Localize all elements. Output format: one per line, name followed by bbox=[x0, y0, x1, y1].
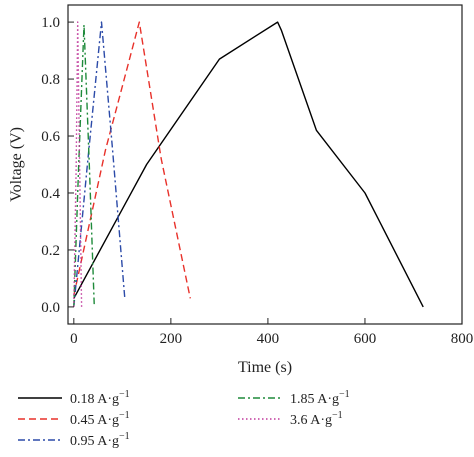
series-line-3 bbox=[73, 24, 95, 307]
x-tick-label: 200 bbox=[160, 331, 183, 347]
series-line-0 bbox=[73, 21, 424, 308]
series-line-4 bbox=[73, 21, 83, 307]
plot-frame bbox=[67, 4, 463, 325]
legend-label-1: 0.45 A·g−1 bbox=[70, 410, 130, 428]
series-line-2 bbox=[73, 21, 126, 307]
y-tick-label: 0.2 bbox=[41, 243, 60, 259]
plot-area bbox=[67, 4, 463, 325]
y-tick-label: 1.0 bbox=[41, 15, 60, 31]
legend: 0.18 A·g−1 1.85 A·g−1 0.45 A·g−1 3.6 A·g−1 0… bbox=[18, 389, 350, 449]
y-axis: 0.0 0.2 0.4 0.6 0.8 1.0 bbox=[41, 15, 74, 316]
y-axis-title: Voltage (V) bbox=[8, 127, 25, 202]
y-tick-label: 0.0 bbox=[41, 300, 60, 316]
legend-label-3: 1.85 A·g−1 bbox=[290, 389, 350, 407]
x-axis: 0 200 400 600 800 bbox=[70, 318, 473, 347]
legend-label-0: 0.18 A·g−1 bbox=[70, 389, 130, 407]
legend-label-2: 0.95 A·g−1 bbox=[70, 431, 130, 449]
x-tick-label: 0 bbox=[70, 331, 78, 347]
series-layer bbox=[73, 21, 424, 308]
x-tick-label: 400 bbox=[257, 331, 280, 347]
y-tick-label: 0.8 bbox=[41, 72, 60, 88]
y-tick-label: 0.4 bbox=[41, 186, 60, 202]
x-axis-title: Time (s) bbox=[238, 359, 292, 376]
series-line-1 bbox=[73, 21, 191, 299]
x-tick-label: 600 bbox=[354, 331, 377, 347]
x-tick-label: 800 bbox=[451, 331, 474, 347]
y-tick-label: 0.6 bbox=[41, 129, 60, 145]
legend-label-4: 3.6 A·g−1 bbox=[290, 410, 343, 428]
